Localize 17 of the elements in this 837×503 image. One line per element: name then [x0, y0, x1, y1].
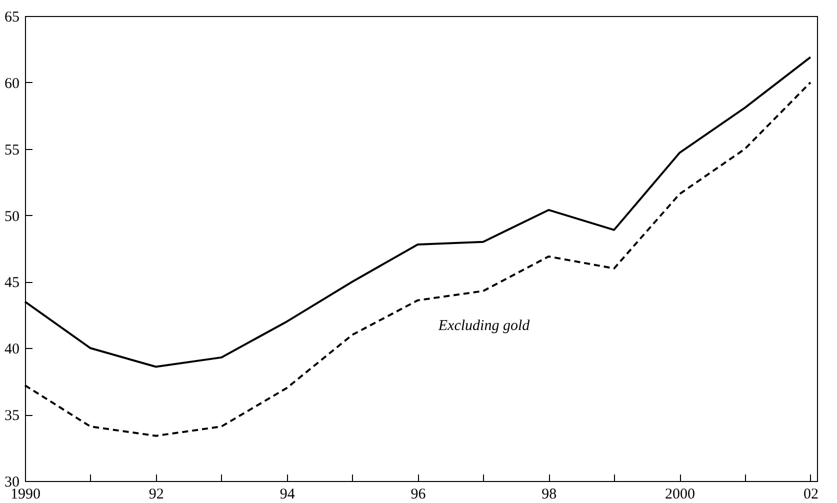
- line-series: [24, 81, 812, 437]
- x-tick-label: 92: [148, 486, 164, 502]
- y-tick-label: 45: [4, 275, 20, 292]
- y-tick-label: 55: [4, 142, 20, 158]
- x-tick-label: 94: [280, 486, 296, 502]
- x-tick-label: 1990: [10, 486, 40, 502]
- x-tick-label: 96: [410, 486, 426, 502]
- annotation: Excluding gold: [437, 318, 530, 334]
- y-tick-label: 50: [4, 208, 20, 225]
- line-series: [24, 56, 812, 368]
- y-tick-label: 65: [4, 10, 20, 26]
- x-tick-label: 2000: [665, 486, 696, 502]
- y-tick-label: 60: [4, 76, 20, 92]
- x-tick-label: 02: [803, 486, 818, 502]
- y-tick-label: 40: [4, 342, 20, 358]
- x-tick-label: 98: [542, 486, 557, 502]
- y-tick-label: 35: [4, 408, 20, 424]
